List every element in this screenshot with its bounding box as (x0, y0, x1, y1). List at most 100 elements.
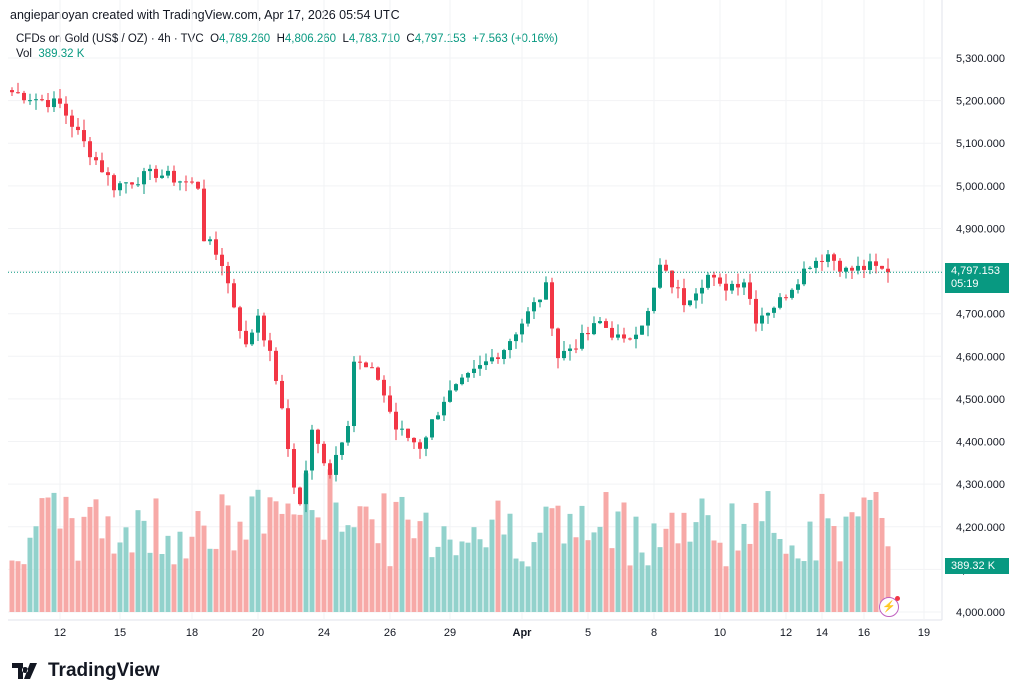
volume-bar (435, 546, 441, 612)
candle-body (340, 442, 344, 455)
volume-bar (615, 511, 621, 612)
volume-bar (279, 513, 285, 612)
candle-body (244, 330, 248, 345)
candle-body (58, 98, 62, 104)
volume-bar (117, 542, 123, 612)
volume-bar (651, 523, 657, 612)
volume-bar (201, 525, 207, 612)
bar-countdown: 05:19 (951, 278, 979, 290)
x-tick-label: Apr (513, 627, 533, 639)
volume-bar (417, 521, 423, 612)
candle-body (184, 181, 188, 183)
candle-body (814, 260, 818, 268)
candlestick-chart[interactable]: 5,300.000 5,200.000 5,100.000 5,000.000 4,90… (0, 0, 1024, 650)
volume-bar (297, 514, 303, 612)
candle-body (196, 181, 200, 189)
candle-body (682, 288, 686, 306)
volume-bar (675, 543, 681, 612)
volume-bar (321, 539, 327, 612)
candle-body (52, 98, 56, 108)
x-tick-label: 24 (318, 627, 330, 639)
volume-bar (225, 505, 231, 612)
candle-body (226, 265, 230, 284)
volume-bar (801, 561, 807, 612)
symbol-name[interactable]: CFDs on Gold (US$ / OZ) · 4h · TVC (16, 33, 204, 45)
candle-body (616, 334, 620, 338)
tradingview-logo[interactable]: TradingView (12, 660, 160, 682)
volume-bar (483, 547, 489, 612)
candle-body (478, 365, 482, 369)
candle-body (490, 357, 494, 362)
volume-bar (753, 502, 759, 612)
candle-body (214, 239, 218, 255)
candle-body (604, 321, 608, 328)
x-tick-label: 20 (252, 627, 264, 639)
candle-body (430, 419, 434, 438)
candle-body (700, 287, 704, 294)
volume-bar (555, 505, 561, 612)
volume-bar (729, 503, 735, 612)
candle-body (880, 265, 884, 269)
volume-bar (405, 519, 411, 612)
candle-body (514, 334, 518, 342)
candle-body (322, 443, 326, 464)
candle-body (64, 103, 68, 116)
candle-body (790, 289, 794, 298)
candle-body (298, 487, 302, 505)
lightning-icon[interactable]: ⚡ (879, 596, 900, 617)
volume-bar (621, 502, 627, 612)
volume-bar (831, 526, 837, 612)
candle-body (472, 368, 476, 374)
volume-bar (669, 512, 675, 612)
volume-bar (291, 514, 297, 612)
logo-text: TradingView (48, 660, 160, 681)
candle-body (694, 293, 698, 301)
candle-body (688, 300, 692, 306)
candle-body (592, 323, 596, 335)
candle-body (580, 332, 584, 349)
candle-body (724, 283, 728, 291)
candle-body (346, 426, 350, 443)
candle-body (772, 307, 776, 313)
candle-body (796, 284, 800, 290)
candle-body (550, 282, 554, 329)
candle-body (280, 380, 284, 409)
volume-bar (273, 501, 279, 612)
candle-body (238, 307, 242, 331)
candle-body (358, 361, 362, 363)
volume-bar (771, 532, 777, 612)
candle-body (232, 283, 236, 308)
candle-body (100, 160, 104, 173)
high-value: 4,806.260 (284, 33, 337, 45)
candle-body (832, 254, 836, 261)
volume-bar (303, 473, 309, 612)
candle-body (268, 340, 272, 351)
volume-bar (57, 528, 63, 612)
candle-body (412, 437, 416, 443)
volume-bar (429, 557, 435, 612)
x-tick-label: 5 (585, 627, 591, 639)
volume-bar (777, 539, 783, 612)
volume-bar (159, 554, 165, 612)
volume-bar (441, 526, 447, 612)
y-tick-label: 4,300.000 (956, 479, 1005, 491)
candle-body (460, 377, 464, 385)
volume-bar (447, 539, 453, 612)
close-label: C (406, 33, 415, 45)
candle-body (304, 470, 308, 505)
y-tick-label: 4,700.000 (956, 309, 1005, 321)
volume-bar (423, 512, 429, 612)
volume-bar (129, 552, 135, 612)
volume-bar (381, 493, 387, 612)
volume-bar (711, 540, 717, 612)
high-label: H (276, 33, 285, 45)
candle-body (544, 282, 548, 300)
y-tick-label: 4,500.000 (956, 394, 1005, 406)
candle-body (766, 312, 770, 316)
volume-bar (237, 521, 243, 612)
volume-bar (333, 502, 339, 612)
volume-bar (261, 533, 267, 612)
last-price: 4,797.153 (951, 265, 1000, 277)
y-tick-label: 4,200.000 (956, 522, 1005, 534)
volume-bar (603, 492, 609, 612)
